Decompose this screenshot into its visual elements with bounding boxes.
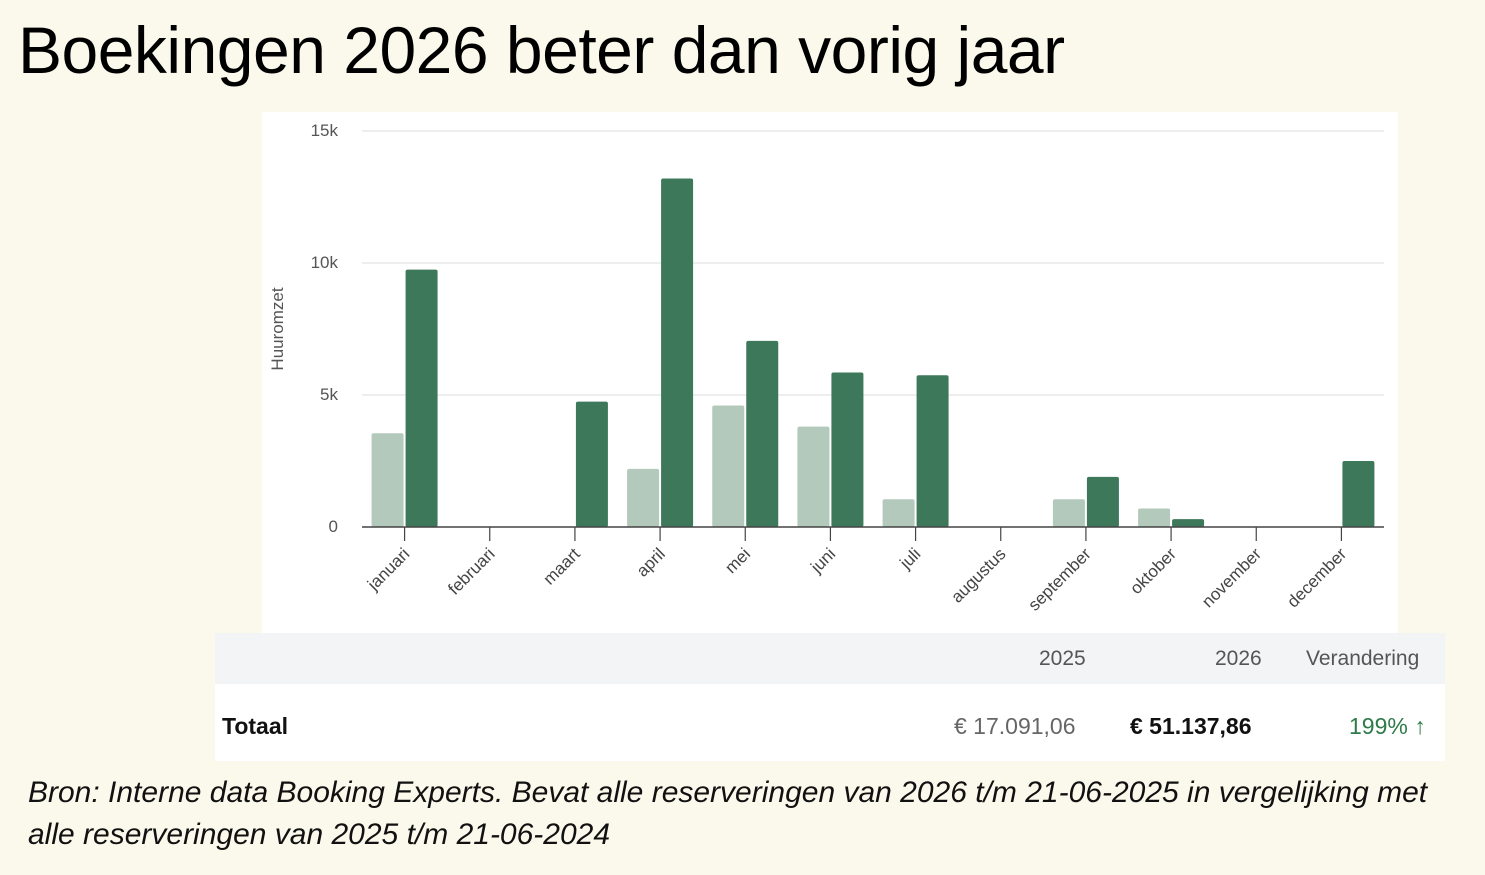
bar-2025-mei: [712, 405, 745, 527]
bar-2025-september: [1052, 499, 1085, 527]
x-tick-label: januari: [363, 544, 413, 594]
x-tick-label: september: [1025, 544, 1095, 614]
x-tick-label: december: [1283, 544, 1350, 611]
change-value: 199% ↑: [1349, 713, 1426, 739]
x-tick-label: juni: [806, 544, 839, 577]
bar-chart: 0 5k 10k 15k Huuromzet januari februari maart ap…: [268, 121, 1384, 615]
x-tick-label: juli: [896, 544, 925, 573]
x-tick-label: maart: [540, 544, 584, 588]
total-2025: € 17.091,06: [954, 713, 1076, 739]
y-axis-label: Huuromzet: [268, 287, 287, 370]
header-2026: 2026: [1215, 647, 1262, 670]
y-tick-label: 5k: [320, 385, 338, 404]
x-tick-label: augustus: [947, 544, 1009, 606]
bar-2026-juli: [916, 375, 949, 527]
bar-2026-januari: [405, 269, 438, 527]
x-tick-label: februari: [444, 544, 498, 598]
bar-2025-juni: [797, 426, 830, 527]
table-header: 2025 2026 Verandering: [215, 633, 1445, 684]
bar-2025-april: [627, 468, 660, 527]
bar-2025-januari: [371, 433, 404, 527]
bar-2026-september: [1086, 476, 1119, 527]
x-tick-label: mei: [721, 544, 754, 577]
x-tick-label: oktober: [1126, 544, 1180, 598]
bar-2026-december: [1342, 461, 1375, 527]
header-2025: 2025: [1039, 647, 1086, 670]
y-tick-label: 15k: [311, 121, 339, 140]
bar-2026-april: [661, 178, 694, 527]
x-tick-label: november: [1198, 544, 1265, 611]
page-title: Boekingen 2026 beter dan vorig jaar: [18, 13, 1065, 87]
bar-2026-mei: [746, 340, 779, 527]
bar-2025-oktober: [1138, 508, 1171, 527]
header-verandering: Verandering: [1306, 647, 1420, 670]
totals-table: 2025 2026 Verandering Totaal € 17.091,06…: [215, 633, 1445, 761]
chart-panel: 0 5k 10k 15k Huuromzet januari februari maart ap…: [262, 112, 1398, 634]
y-tick-label: 10k: [311, 253, 339, 272]
bar-2026-maart: [575, 401, 608, 527]
x-tick-label: april: [633, 544, 669, 580]
source-note: Bron: Interne data Booking Experts. Beva…: [28, 776, 1428, 851]
bar-2025-juli: [882, 499, 915, 527]
y-tick-label: 0: [329, 517, 338, 536]
total-2026: € 51.137,86: [1130, 713, 1252, 739]
row-label-totaal: Totaal: [222, 713, 289, 739]
bar-2026-oktober: [1172, 519, 1205, 527]
bar-2026-juni: [831, 372, 864, 527]
